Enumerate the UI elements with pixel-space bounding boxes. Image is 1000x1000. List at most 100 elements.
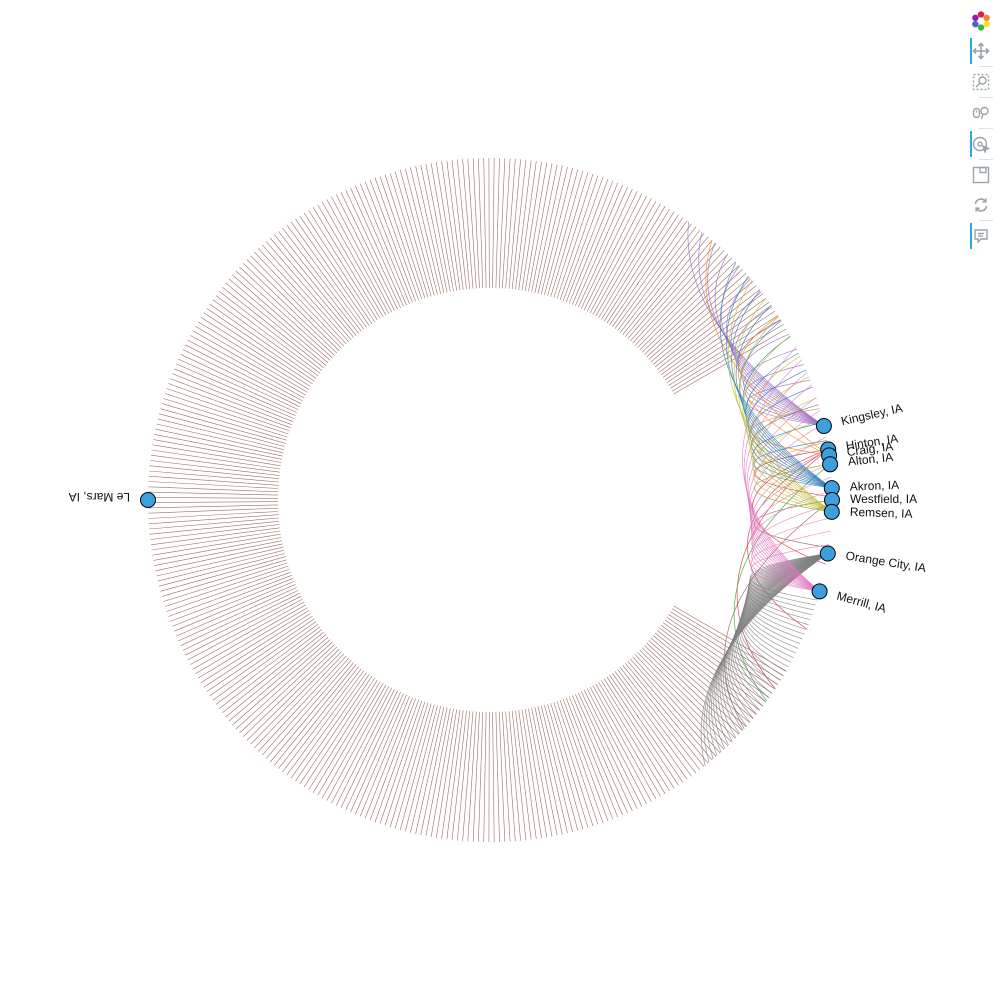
hub-edge [617, 669, 697, 774]
node-alton-ia[interactable] [822, 456, 839, 473]
node-kingsley-ia[interactable] [815, 418, 832, 434]
hub-edge [312, 207, 381, 319]
node-le-mars[interactable] [140, 492, 156, 508]
hub-edge [451, 710, 467, 840]
hub-edge [565, 180, 614, 303]
node-label-alton-ia: Alton, IA [847, 450, 894, 469]
hub-edge [441, 709, 461, 839]
hub-edge [592, 200, 657, 315]
node-label-le-mars: Le Mars, IA [69, 490, 130, 504]
hub-edge [147, 497, 279, 499]
hub-edge [498, 158, 506, 289]
save-tool[interactable] [966, 160, 996, 190]
hub-edge [619, 667, 701, 771]
hub-edge [174, 581, 295, 632]
hub-edge [650, 277, 750, 363]
hub-edge [149, 470, 279, 483]
hub-edge-group [147, 157, 787, 843]
hub-edge [648, 273, 747, 360]
hub-edge [278, 231, 360, 334]
hub-edge [644, 645, 740, 735]
hub-edge [478, 711, 484, 842]
wheel-zoom-tool[interactable] [966, 98, 996, 128]
tap-tool[interactable] [966, 129, 996, 159]
hub-edge [228, 278, 329, 364]
hub-edge [148, 475, 279, 486]
hub-edge [586, 195, 647, 312]
hover-tool[interactable] [966, 221, 996, 251]
hub-edge [508, 159, 521, 289]
node-edge [745, 371, 820, 592]
hub-edge [547, 704, 584, 830]
hub-edge [355, 694, 407, 815]
node-remsen-ia[interactable] [823, 503, 840, 520]
hub-edge [627, 661, 713, 761]
hub-edge [534, 707, 563, 835]
hub-edge [265, 660, 352, 759]
hub-edge [534, 165, 563, 293]
hub-edge [498, 711, 506, 842]
hub-edge [152, 444, 281, 467]
pan-tool[interactable] [966, 36, 996, 66]
hub-edge [511, 710, 527, 841]
hub-edge [331, 687, 392, 804]
hub-edge [172, 578, 294, 627]
hub-edge [518, 161, 537, 290]
bokeh-logo[interactable] [966, 6, 996, 36]
box-zoom-tool[interactable] [966, 67, 996, 97]
hub-edge [589, 686, 652, 802]
hub-edge [335, 689, 395, 806]
node-merrill-ia[interactable] [811, 583, 828, 600]
hub-edge [148, 481, 279, 489]
node-edge [742, 336, 832, 489]
hub-edge [601, 680, 670, 792]
hub-edge [540, 705, 573, 832]
reset-tool[interactable] [966, 190, 996, 220]
node-layer [140, 418, 840, 600]
hub-edge [148, 511, 279, 519]
node-edge-group [727, 280, 833, 513]
hub-edge [622, 233, 705, 335]
move-arrows-icon [972, 42, 990, 60]
node-edge [749, 386, 832, 489]
hub-edge [521, 709, 542, 839]
node-edge [726, 278, 825, 427]
hub-edge [242, 263, 338, 354]
hub-edge [601, 208, 670, 320]
hub-edge [178, 587, 297, 642]
hub-edge [148, 504, 279, 509]
hub-edge [568, 696, 619, 818]
hub-edge [673, 328, 787, 395]
node-orange-city-ia[interactable] [819, 545, 836, 562]
hub-edge [225, 282, 327, 366]
hub-edge [250, 651, 342, 745]
hub-edge [156, 546, 284, 577]
hub-edge [261, 244, 350, 343]
node-edge [736, 449, 829, 690]
hub-edge [282, 668, 362, 773]
hub-edge [156, 423, 284, 454]
hub-edge [598, 681, 666, 794]
hub-edge [161, 559, 287, 597]
hub-edge [180, 354, 299, 410]
hub-edge [446, 160, 464, 290]
hub-edge [163, 562, 288, 602]
hub-edge [170, 378, 292, 425]
hub-edge [492, 157, 495, 289]
hub-edge [627, 239, 713, 339]
node-edge-group [719, 262, 833, 489]
edge-layer [147, 157, 833, 843]
hub-edge [511, 159, 527, 290]
hub-edge [166, 388, 290, 432]
hub-edge [250, 255, 342, 349]
hub-edge [592, 685, 657, 800]
hub-edge [160, 556, 286, 592]
hub-edge [148, 514, 279, 525]
hub-edge [559, 700, 604, 823]
hub-edge [595, 683, 661, 797]
hub-edge [157, 550, 285, 582]
hub-edge [321, 201, 387, 316]
node-edge [745, 364, 824, 427]
hub-edge [195, 326, 308, 393]
